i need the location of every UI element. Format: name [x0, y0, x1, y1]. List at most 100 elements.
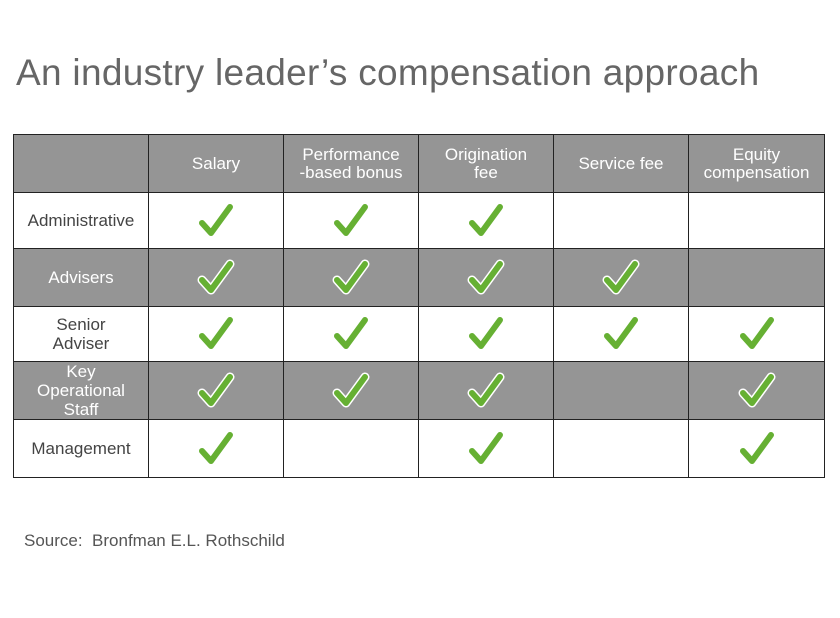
row-header-label: Staff	[63, 400, 99, 419]
check-icon	[738, 372, 775, 407]
check-mark	[604, 317, 638, 349]
matrix-cell	[283, 419, 419, 478]
row-header: Key Operational Staff	[13, 361, 149, 420]
matrix-cell	[283, 361, 419, 420]
matrix-cell	[148, 192, 284, 249]
check-mark	[604, 260, 638, 293]
check-icon	[332, 372, 370, 407]
corner-cell	[13, 134, 149, 193]
column-header-label: -based bonus	[299, 162, 403, 182]
matrix-cell	[688, 306, 825, 362]
column-header: Service fee	[553, 134, 689, 193]
matrix-cell	[418, 306, 554, 362]
check-mark	[739, 373, 774, 406]
row-header-label: Operational	[37, 381, 125, 400]
column-header: Origination fee	[418, 134, 554, 193]
check-icon	[332, 259, 370, 294]
matrix-cell	[418, 248, 554, 307]
matrix-cell	[283, 192, 419, 249]
matrix-cell	[148, 248, 284, 307]
column-header: Equity compensation	[688, 134, 825, 193]
check-mark	[469, 203, 503, 236]
matrix-cell	[148, 419, 284, 478]
table-row: Advisers	[13, 248, 825, 307]
check-icon	[197, 372, 235, 407]
row-header: Senior Adviser	[13, 306, 149, 362]
check-icon	[199, 317, 233, 349]
check-mark	[469, 373, 503, 406]
table-row: Management	[13, 419, 825, 478]
check-icon	[197, 259, 235, 294]
row-header-label: Adviser	[52, 334, 110, 353]
table-row: Key Operational Staff	[13, 361, 825, 420]
matrix-cell	[553, 361, 689, 420]
check-mark	[199, 317, 233, 349]
check-mark	[199, 431, 233, 464]
check-mark	[739, 431, 774, 464]
row-header-label: Key	[66, 362, 96, 382]
check-mark	[199, 373, 233, 406]
header-row: Salary Performance -based bonus Originati…	[13, 134, 825, 193]
check-mark	[469, 317, 503, 349]
matrix-cell	[688, 248, 825, 307]
check-mark	[739, 317, 774, 349]
column-header-label: Origination	[444, 144, 528, 164]
check-icon	[199, 203, 233, 236]
page-title: An industry leader’s compensation approa…	[16, 52, 760, 93]
matrix-cell	[148, 306, 284, 362]
check-icon	[604, 317, 638, 349]
check-icon	[467, 259, 505, 294]
check-mark	[469, 431, 503, 464]
matrix-cell	[553, 192, 689, 249]
row-header-label: Administrative	[27, 211, 135, 230]
check-mark	[199, 260, 233, 293]
matrix-cell	[283, 306, 419, 362]
check-icon	[739, 431, 774, 464]
matrix-cell	[148, 361, 284, 420]
check-icon	[199, 431, 233, 464]
row-header: Administrative	[13, 192, 149, 249]
column-header-label: Equity	[732, 144, 781, 164]
table-row: Administrative	[13, 192, 825, 249]
matrix-cell	[553, 248, 689, 307]
row-header-label: Advisers	[48, 268, 114, 287]
matrix-cell	[688, 361, 825, 420]
check-icon	[469, 317, 503, 349]
check-icon	[334, 203, 368, 236]
check-mark	[199, 203, 233, 236]
column-header-label: Salary	[191, 153, 241, 173]
compensation-matrix: Salary Performance -based bonus Originati…	[13, 134, 825, 478]
check-icon	[467, 372, 505, 407]
table-row: Senior Adviser	[13, 306, 825, 362]
check-mark	[334, 260, 368, 293]
row-header: Management	[13, 419, 149, 478]
source-note: Source: Bronfman E.L. Rothschild	[24, 531, 285, 550]
matrix-cell	[553, 419, 689, 478]
check-icon	[469, 431, 503, 464]
row-header: Advisers	[13, 248, 149, 307]
matrix-cell	[553, 306, 689, 362]
column-header-label: Service fee	[578, 153, 664, 173]
check-icon	[602, 259, 640, 294]
matrix-cell	[688, 192, 825, 249]
check-mark	[334, 373, 368, 406]
column-header-label: Performance	[302, 144, 400, 164]
check-icon	[739, 317, 774, 349]
column-header: Salary	[148, 134, 284, 193]
row-header-label: Senior	[56, 315, 106, 334]
check-icon	[469, 203, 503, 236]
column-header-label: fee	[474, 162, 498, 182]
matrix-body: Administrative Advisers Senior Adviser Key Op…	[13, 192, 825, 478]
row-header-label: Management	[31, 439, 131, 458]
check-mark	[334, 203, 368, 236]
column-header-label: compensation	[703, 162, 810, 182]
matrix-cell	[418, 419, 554, 478]
check-icon	[334, 317, 368, 349]
matrix-cell	[418, 361, 554, 420]
matrix-cell	[418, 192, 554, 249]
matrix-cell	[688, 419, 825, 478]
check-mark	[469, 260, 503, 293]
column-header: Performance -based bonus	[283, 134, 419, 193]
matrix-cell	[283, 248, 419, 307]
check-mark	[334, 317, 368, 349]
